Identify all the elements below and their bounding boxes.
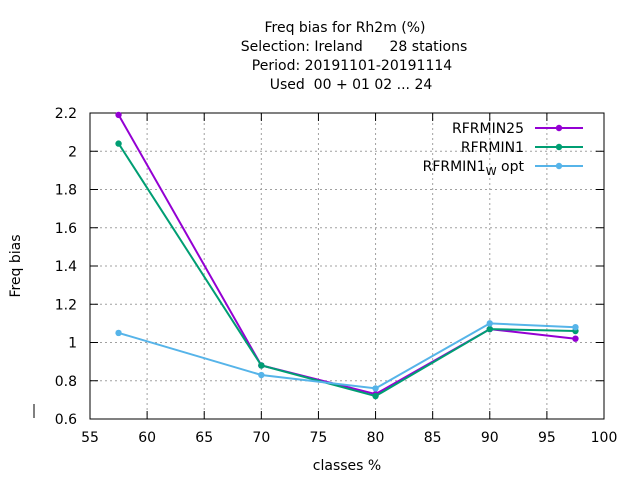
y-tick-label: 2 <box>68 144 77 160</box>
title-line-4: Used 00 + 01 02 ... 24 <box>270 77 433 93</box>
legend-label-3: RFRMIN1W opt <box>423 159 525 178</box>
x-tick-label: 100 <box>591 430 618 446</box>
series-point-2 <box>372 392 379 400</box>
y-tick-label: 0.8 <box>55 374 77 390</box>
legend-marker-3 <box>555 162 563 170</box>
y-tick-label: 1.2 <box>55 297 77 313</box>
series-point-3 <box>372 385 379 392</box>
y-tick-label: 1.6 <box>55 221 77 237</box>
plot-frame <box>89 112 605 420</box>
title-line-1: Freq bias for Rh2m (%) <box>264 20 425 36</box>
series-point-2 <box>115 140 122 147</box>
title-line-3: Period: 20191101-20191114 <box>252 58 452 74</box>
y-tick-label: 1.8 <box>55 183 77 199</box>
series-line-3 <box>118 322 576 390</box>
x-tick-label: 65 <box>195 430 213 446</box>
x-tick-label: 85 <box>424 430 442 446</box>
y-axis-label: Freq bias <box>8 234 24 297</box>
x-axis-label: classes % <box>313 458 381 474</box>
y-tick-label: 0.6 <box>55 412 77 428</box>
x-tick-label: 75 <box>310 430 328 446</box>
axis-ticks: 55 60 65 70 75 80 85 90 95 100 0.6 0.8 1 1.2 1.4 1.6 1.8… <box>55 106 618 446</box>
chart-title: Freq bias for Rh2m (%) Selection: Irelan… <box>241 20 468 93</box>
x-tick-label: 95 <box>538 430 556 446</box>
y-tick-label: 1.4 <box>55 259 77 275</box>
series-line-2 <box>117 143 576 398</box>
y-tick-label: 1 <box>68 336 77 352</box>
series-point-1 <box>572 335 579 342</box>
legend-label-2: RFRMIN1 <box>461 140 524 156</box>
legend-marker-1 <box>555 124 563 132</box>
legend-marker-2 <box>555 143 563 151</box>
x-tick-label: 60 <box>138 430 156 446</box>
series-point-1 <box>115 111 122 119</box>
series-point-3 <box>486 320 493 327</box>
x-tick-label: 55 <box>81 430 99 446</box>
series-point-3 <box>572 324 579 331</box>
x-tick-label: 70 <box>252 430 270 446</box>
series-point-2 <box>486 325 493 333</box>
y-tick-label: 2.2 <box>55 106 77 122</box>
grid <box>90 113 604 419</box>
x-tick-label: 80 <box>367 430 385 446</box>
title-line-2: Selection: Ireland 28 stations <box>241 39 468 55</box>
series-lines <box>115 111 579 400</box>
series-point-3 <box>115 329 122 337</box>
x-tick-label: 90 <box>481 430 499 446</box>
legend-label-1: RFRMIN25 <box>452 121 524 137</box>
series-point-3 <box>258 371 265 379</box>
series-point-2 <box>258 362 265 369</box>
legend: RFRMIN25 RFRMIN1 RFRMIN1W opt <box>423 121 583 178</box>
